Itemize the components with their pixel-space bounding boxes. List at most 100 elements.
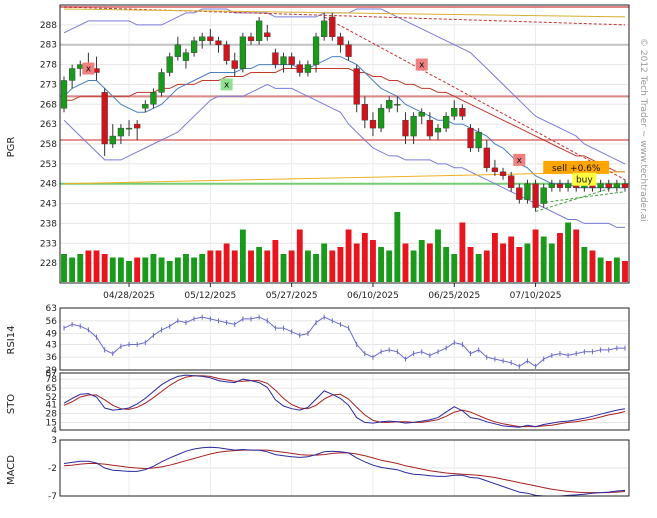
candle-body xyxy=(182,52,190,61)
volume-bar xyxy=(174,257,181,282)
rsi-tick-label: 63 xyxy=(46,304,57,314)
candle-body xyxy=(516,187,523,200)
candle-body xyxy=(345,44,352,57)
candle-body xyxy=(556,183,564,188)
candle-body xyxy=(93,68,100,73)
rsi-axis-label: RSI14 xyxy=(6,326,17,355)
sto-tick-label: 41 xyxy=(46,401,57,411)
candle-body xyxy=(329,16,336,37)
signal-marker-box xyxy=(82,62,95,75)
volume-bar xyxy=(475,254,482,282)
macd-signal-line xyxy=(63,449,626,494)
candle-body xyxy=(613,183,620,188)
trade-signal-box xyxy=(572,172,597,186)
candle-body xyxy=(272,52,279,65)
volume-bar xyxy=(272,240,279,282)
candle-body xyxy=(475,131,482,149)
candle-body xyxy=(134,123,141,129)
signal-marker-label: x xyxy=(86,65,92,75)
volume-bar xyxy=(491,233,498,282)
signal-marker-box xyxy=(415,58,428,71)
sto-tick-label: 65 xyxy=(46,384,57,394)
volume-bar xyxy=(548,243,555,282)
price-tick-label: 233 xyxy=(40,239,57,249)
volume-bar xyxy=(337,247,344,282)
sto-axis-label: STO xyxy=(6,394,17,414)
sto-tick-label: 78 xyxy=(46,375,58,385)
candle-body xyxy=(605,183,612,188)
volume-bar xyxy=(540,236,547,282)
volume-bar xyxy=(467,247,474,282)
volume-bar xyxy=(280,254,287,282)
candle-body xyxy=(223,44,230,61)
volume-bar xyxy=(150,254,157,282)
volume-bar xyxy=(573,229,580,282)
candle-body xyxy=(548,183,555,188)
volume-bar xyxy=(581,247,588,282)
volume-bar xyxy=(248,250,254,282)
volume-bar xyxy=(191,257,198,282)
price-tick-label: 243 xyxy=(40,200,57,210)
volume-bar xyxy=(597,257,604,282)
price-tick-label: 288 xyxy=(40,21,57,31)
rsi-frame xyxy=(59,307,630,371)
volume-bar xyxy=(93,250,100,282)
volume-bar xyxy=(345,229,352,282)
trend-line xyxy=(63,8,626,18)
price-tick-label: 258 xyxy=(40,140,57,150)
candle-body xyxy=(621,183,629,188)
trend-line xyxy=(63,171,626,185)
volume-bar xyxy=(443,247,450,282)
signal-marker-label: x xyxy=(224,80,230,90)
macd-tick-label: -2 xyxy=(48,464,57,474)
volume-bar xyxy=(166,261,173,282)
volume-bar xyxy=(183,254,189,282)
rsi-tick-label: 49 xyxy=(46,330,58,340)
candle-body xyxy=(353,68,360,105)
candle-body xyxy=(508,175,515,188)
volume-bar xyxy=(158,257,165,282)
candle-body xyxy=(434,127,442,133)
macd-tick-label: 3 xyxy=(51,436,57,446)
candle-body xyxy=(499,171,507,176)
volume-bar xyxy=(410,250,417,282)
volume-bar xyxy=(239,229,246,282)
candle-body xyxy=(564,183,572,188)
volume-bar xyxy=(613,257,620,282)
macd-frame xyxy=(59,439,630,497)
candle-body xyxy=(369,119,377,129)
candle-body xyxy=(166,56,173,73)
volume-bar xyxy=(589,250,596,282)
rsi-tick-label: 29 xyxy=(46,366,58,376)
candle-body xyxy=(386,100,393,109)
candle-body xyxy=(597,183,604,188)
macd-axis-label: MACD xyxy=(6,455,17,485)
candle-body xyxy=(451,108,458,117)
volume-bar xyxy=(288,250,295,282)
volume-bar xyxy=(117,257,124,282)
rsi-line xyxy=(63,316,625,368)
volume-bar xyxy=(605,261,612,282)
candle-body xyxy=(321,20,328,37)
volume-bar xyxy=(199,254,206,282)
candle-body xyxy=(264,32,271,37)
trade-signal-box xyxy=(543,160,610,174)
candle-body xyxy=(101,92,108,145)
price-tick-label: 248 xyxy=(40,180,57,190)
candle-body xyxy=(158,72,165,93)
sto-frame xyxy=(59,372,630,431)
watermark: © 2012 Tech Trader ~ www.techtrader.ai xyxy=(638,38,648,222)
price-panel: 228 233 238 243 248 253 258 263 268 273 278 283 288 x… xyxy=(40,4,630,301)
price-frame xyxy=(59,4,630,284)
candle-body xyxy=(540,187,547,204)
rsi-tick-label: 43 xyxy=(46,340,57,350)
trade-signal-label: buy xyxy=(576,176,593,186)
candle-body xyxy=(418,112,425,117)
price-x-tick-label: 05/27/2025 xyxy=(266,291,318,301)
volume-bar xyxy=(321,243,328,282)
volume-bar xyxy=(532,229,539,282)
sto-tick-label: 87 xyxy=(46,369,57,379)
rsi-tick-label: 36 xyxy=(46,353,58,363)
